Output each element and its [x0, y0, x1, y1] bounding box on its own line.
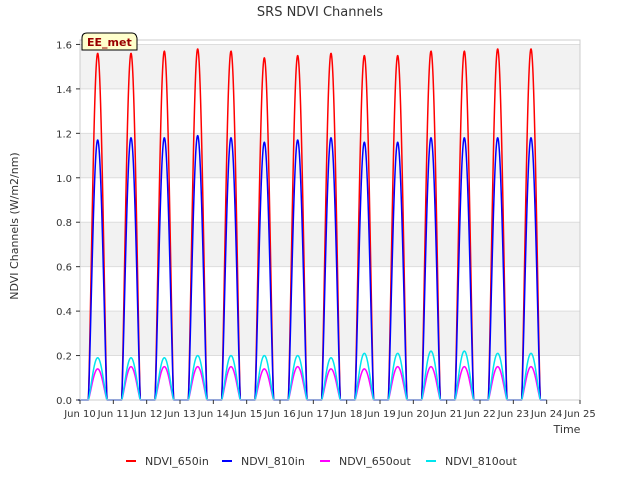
y-tick-label: 0.4	[56, 307, 72, 318]
site-badge: EE_met	[81, 32, 138, 51]
x-tick-label: Jun 15	[230, 409, 263, 420]
x-tick-label: Jun 19	[363, 409, 396, 420]
x-tick-label: Jun 20	[397, 409, 430, 420]
x-tick-label: Jun 12	[130, 409, 163, 420]
y-tick-label: 1.2	[56, 129, 72, 140]
x-tick-label: Jun 24	[530, 409, 563, 420]
plot-frame	[79, 39, 581, 401]
legend-label: NDVI_650out	[339, 455, 411, 468]
legend-label: NDVI_650in	[145, 455, 209, 468]
x-tick-label: Jun 16	[263, 409, 296, 420]
plot-band	[80, 88, 580, 134]
x-tick-label: Jun 25	[563, 409, 596, 420]
x-tick-label: Jun 22	[463, 409, 496, 420]
x-tick-label: Jun 13	[163, 409, 196, 420]
y-tick-label: 0.6	[56, 263, 72, 274]
y-tick-label: 1.6	[56, 40, 72, 51]
x-tick-label: Jun 11	[97, 409, 130, 420]
chart-title: SRS NDVI Channels	[257, 5, 383, 20]
y-tick-label: 0.2	[56, 352, 72, 363]
legend-label: NDVI_810in	[241, 455, 305, 468]
site-badge-label: EE_met	[87, 36, 132, 49]
x-axis-label: Time	[553, 423, 581, 436]
x-tick-label: Jun 10	[63, 409, 96, 420]
x-tick-label: Jun 17	[297, 409, 330, 420]
x-tick-label: Jun 23	[497, 409, 530, 420]
plot-band	[80, 222, 580, 267]
x-tick-label: Jun 14	[197, 409, 230, 420]
plot-background-bands	[80, 40, 580, 400]
y-axis-ticks: 0.0 0.2 0.4 0.6 0.8 1.0 1.2 1.4 1.6	[56, 40, 80, 407]
x-tick-label: Jun 18	[330, 409, 363, 420]
legend-label: NDVI_810out	[445, 455, 517, 468]
plot-band	[80, 311, 580, 356]
plot-band	[80, 40, 580, 45]
site-badge-box	[81, 32, 138, 51]
legend: NDVI_650in NDVI_810in NDVI_650out NDVI_810o…	[126, 455, 517, 468]
plot-band	[80, 177, 580, 223]
x-tick-label: Jun 21	[430, 409, 463, 420]
y-tick-label: 0.8	[56, 218, 72, 229]
y-axis-label: NDVI Channels (W/m2/nm)	[8, 152, 21, 299]
y-tick-label: 1.0	[56, 174, 72, 185]
plot-band	[80, 355, 580, 400]
x-axis-ticks: Jun 10 Jun 11 Jun 12 Jun 13 Jun 14 Jun 15 Jun …	[63, 400, 596, 420]
y-tick-label: 0.0	[56, 396, 72, 407]
y-tick-label: 1.4	[56, 85, 72, 96]
plot-band	[80, 266, 580, 312]
